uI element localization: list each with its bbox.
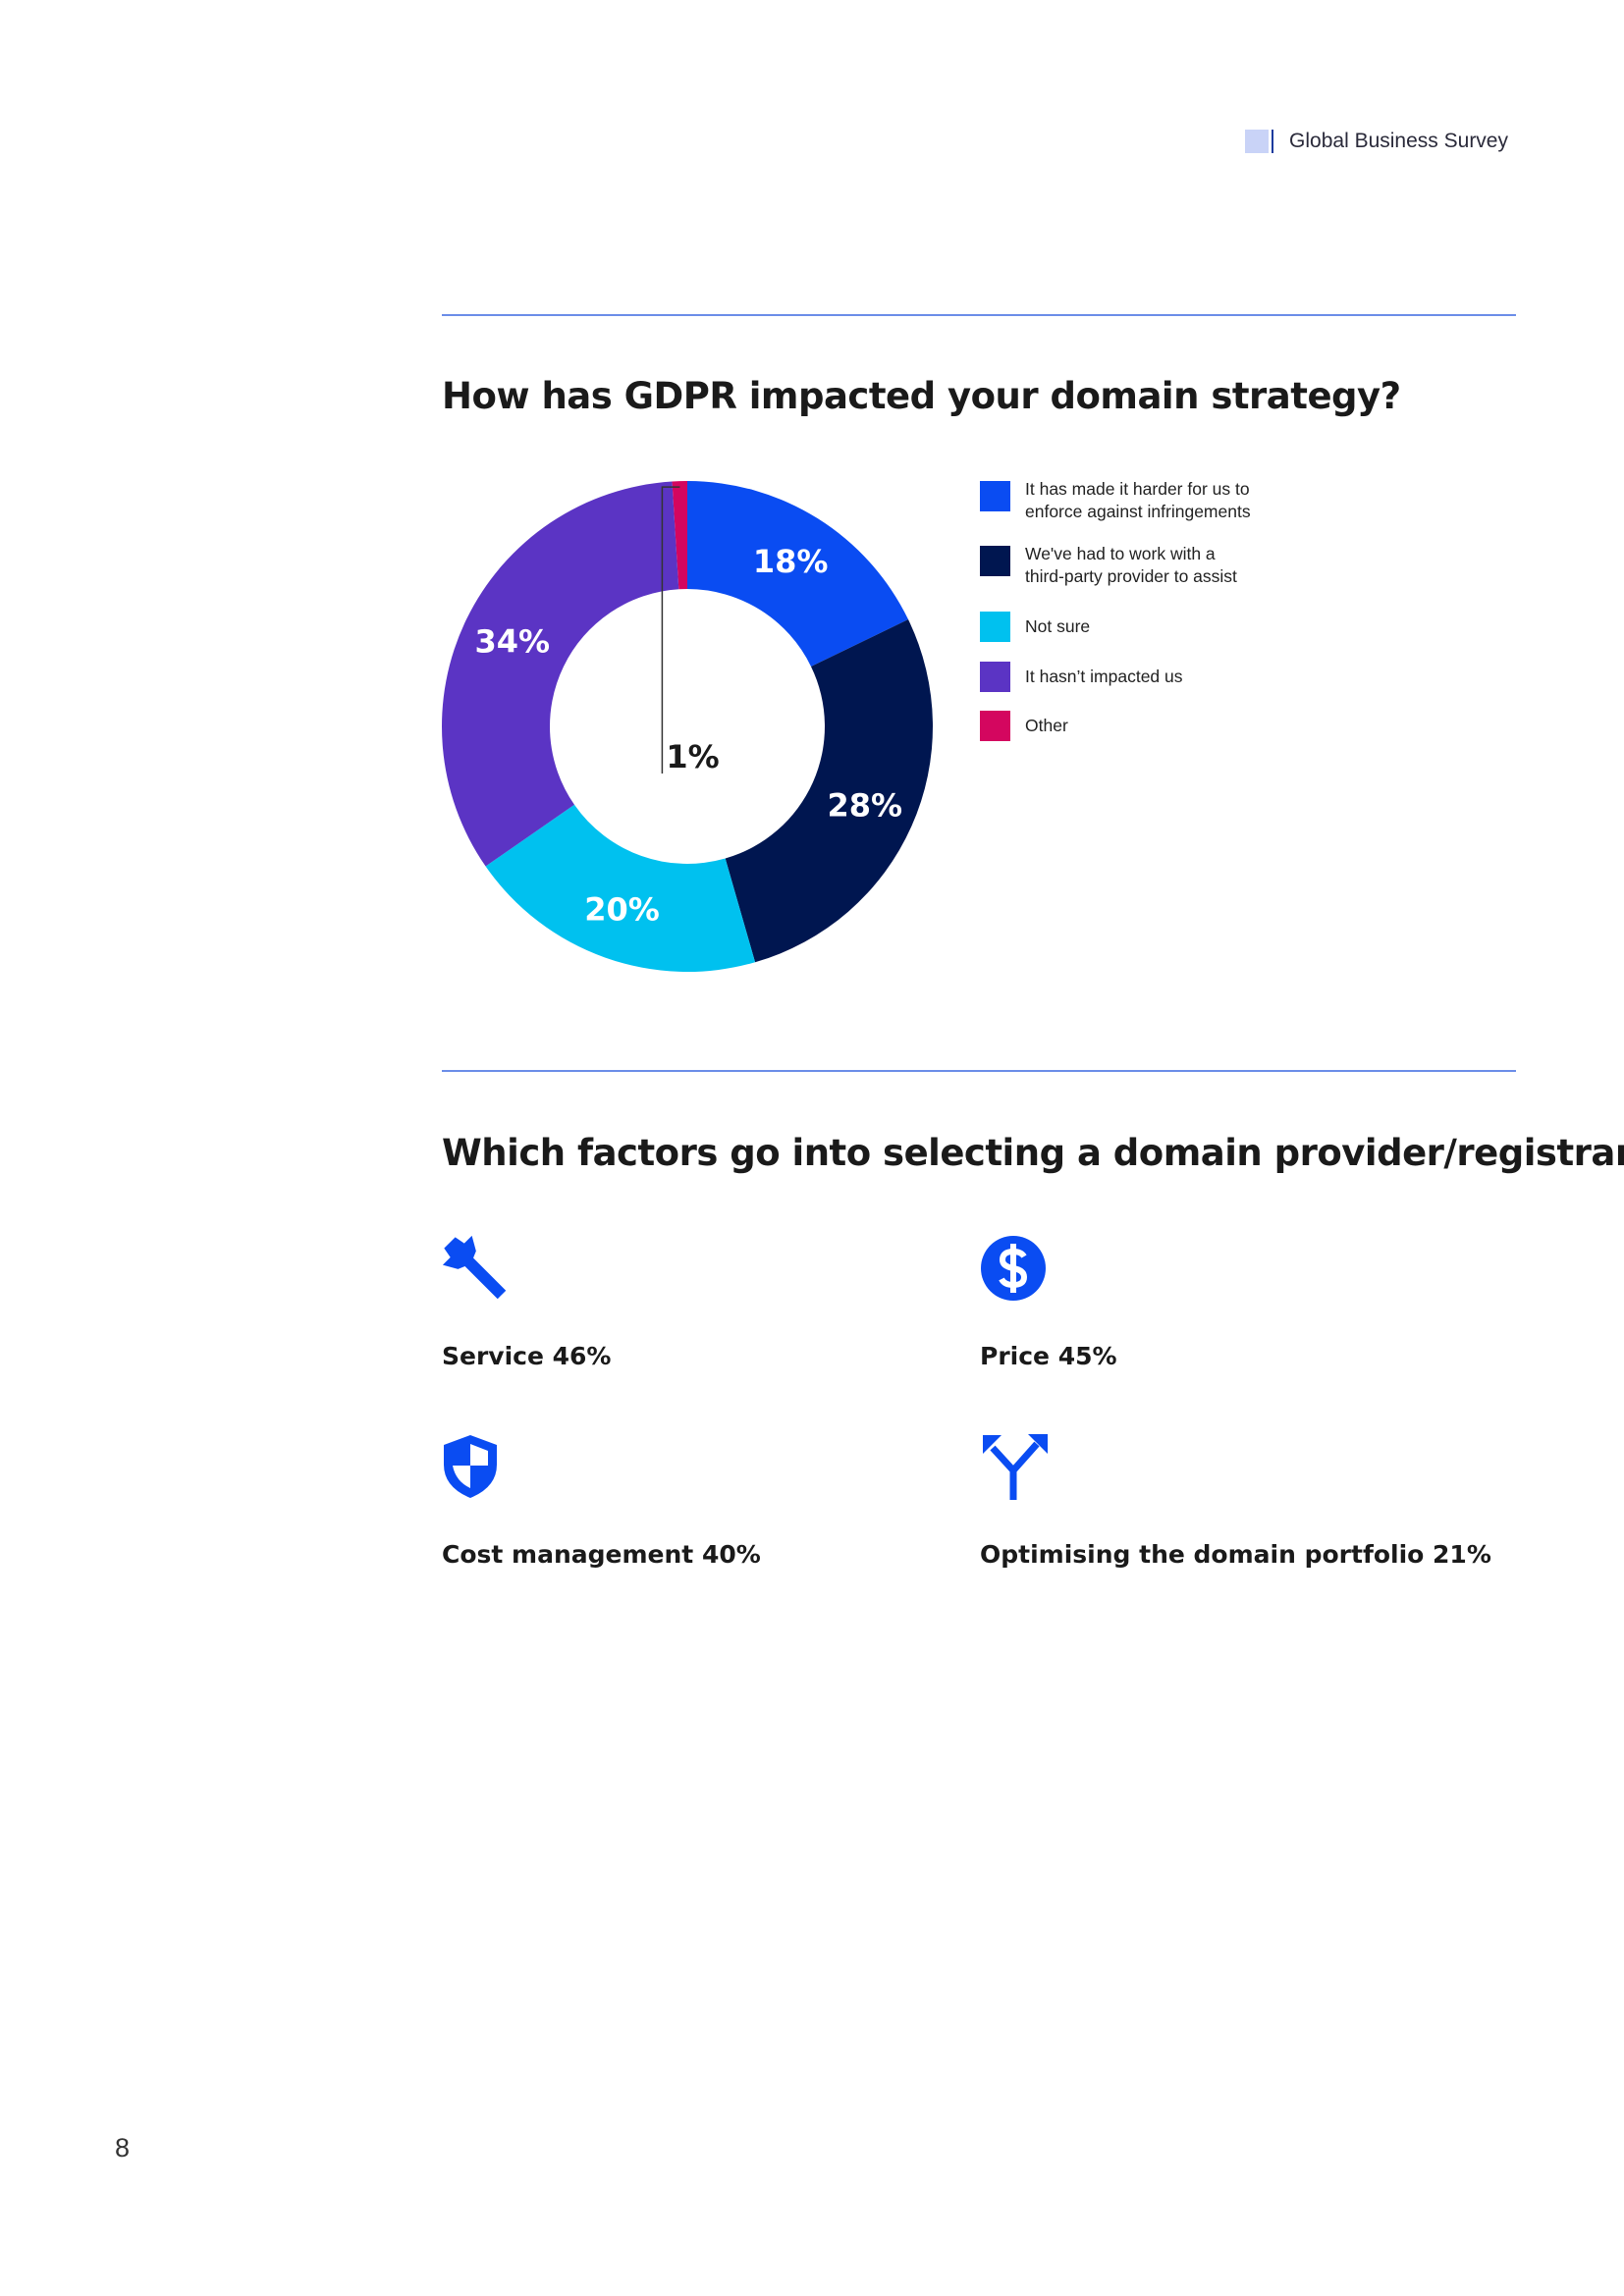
donut-value-label-1: 18% — [753, 543, 829, 580]
section-divider-top — [442, 314, 1516, 316]
legend-label-line2: enforce against infringements — [1025, 502, 1251, 521]
donut-value-label-2: 28% — [828, 787, 903, 825]
gdpr-question-heading: How has GDPR impacted your domain strate… — [442, 375, 1401, 417]
shield-icon — [444, 1435, 497, 1498]
legend-item-other: Other — [980, 711, 1280, 741]
page-number: 8 — [115, 2133, 131, 2163]
factors-question-heading: Which factors go into selecting a domain… — [442, 1132, 1624, 1174]
legend-swatch — [980, 612, 1010, 642]
legend-swatch — [980, 481, 1010, 511]
factor-cost-management — [442, 1433, 499, 1500]
survey-header-tag: Global Business Survey — [1245, 127, 1508, 156]
donut-slice-2 — [725, 619, 933, 963]
factor-price-label: Price 45% — [980, 1342, 1117, 1370]
factor-service-label: Service 46% — [442, 1342, 612, 1370]
legend-item-third-party: We've had to work with a third-party pro… — [980, 544, 1280, 588]
section-divider-middle — [442, 1070, 1516, 1072]
dollar-coin-icon — [981, 1236, 1046, 1301]
legend-label-line1: Not sure — [1025, 616, 1091, 636]
legend-item-not-sure: Not sure — [980, 612, 1280, 642]
factor-price — [980, 1235, 1047, 1302]
legend-item-harder-to-enforce: It has made it harder for us to enforce … — [980, 479, 1280, 523]
fork-arrows-icon — [983, 1434, 1048, 1500]
legend-label-line1: Other — [1025, 716, 1068, 735]
header-divider — [1272, 130, 1274, 153]
factor-cost-management-label: Cost management 40% — [442, 1540, 761, 1569]
legend-swatch — [980, 711, 1010, 741]
donut-value-label-5: 1% — [666, 738, 719, 775]
legend-label-line1: It has made it harder for us to — [1025, 479, 1250, 499]
donut-slice-3 — [485, 804, 756, 972]
donut-value-label-4: 34% — [475, 623, 551, 661]
factor-optimising-portfolio-label: Optimising the domain portfolio 21% — [980, 1540, 1491, 1569]
legend-swatch — [980, 662, 1010, 692]
donut-slice-5 — [672, 481, 687, 590]
legend-swatch — [980, 546, 1010, 576]
donut-slice-1 — [687, 481, 909, 667]
gdpr-donut-chart: 1% 18% 28% 20% 34% — [442, 481, 933, 972]
header-square-icon — [1245, 130, 1270, 153]
legend-label-line1: We've had to work with a — [1025, 544, 1216, 563]
donut-slice-4 — [442, 481, 679, 867]
donut-leader-line — [661, 486, 680, 774]
legend-label-line2: third-party provider to assist — [1025, 566, 1237, 586]
donut-value-label-3: 20% — [584, 891, 660, 929]
factor-service — [442, 1235, 509, 1302]
survey-title: Global Business Survey — [1289, 130, 1508, 152]
factor-optimising-portfolio — [980, 1431, 1051, 1502]
legend-item-not-impacted: It hasn’t impacted us — [980, 662, 1280, 692]
legend-label-line1: It hasn’t impacted us — [1025, 667, 1183, 686]
wrench-icon — [442, 1235, 507, 1300]
